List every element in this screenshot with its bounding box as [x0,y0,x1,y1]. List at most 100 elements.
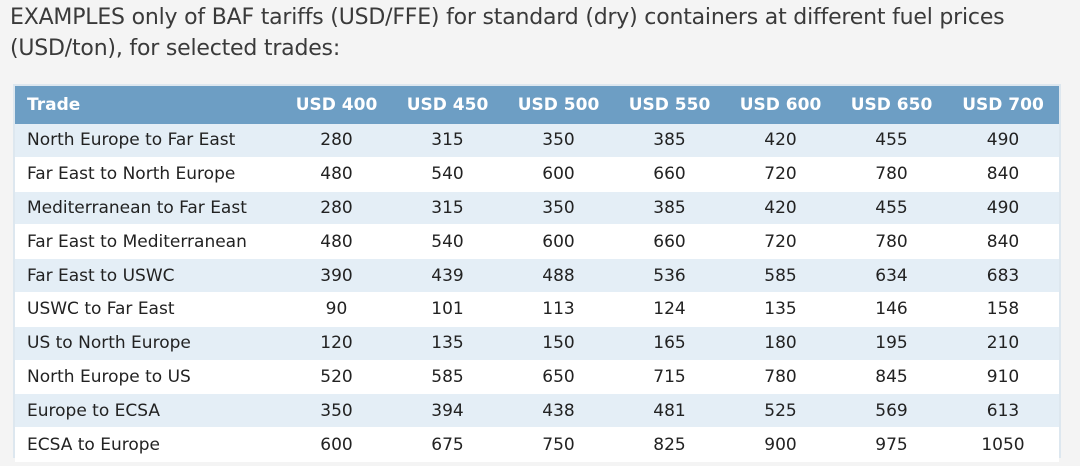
tariff-value-cell: 520 [281,360,392,395]
tariff-value-cell: 600 [503,224,614,260]
tariff-value-cell: 490 [947,191,1059,226]
tariff-value-cell: 569 [836,393,947,429]
column-header-usd-650: USD 650 [836,86,947,124]
tariff-value-cell: 750 [503,427,614,462]
table-row: Europe to ECSA 350 394 438 481 525 569 613 [15,393,1059,429]
tariff-value-cell: 113 [503,292,614,327]
tariff-value-cell: 660 [614,224,725,260]
tariff-value-cell: 780 [836,224,947,260]
tariff-value-cell: 180 [725,326,836,361]
tariff-value-cell: 210 [947,326,1059,361]
table-row: US to North Europe 120 135 150 165 180 195 210 [15,326,1059,361]
column-header-usd-400: USD 400 [281,86,392,124]
tariff-value-cell: 675 [392,427,503,462]
tariff-value-cell: 146 [836,292,947,327]
tariff-value-cell: 394 [392,393,503,429]
table-header: Trade USD 400 USD 450 USD 500 USD 550 US… [15,86,1059,124]
tariff-value-cell: 124 [614,292,725,327]
tariff-value-cell: 488 [503,258,614,293]
tariff-value-cell: 490 [947,124,1059,158]
tariff-value-cell: 280 [281,124,392,158]
tariff-value-cell: 439 [392,258,503,293]
column-header-usd-450: USD 450 [392,86,503,124]
tariff-value-cell: 600 [281,427,392,462]
tariff-value-cell: 350 [281,393,392,429]
tariff-value-cell: 438 [503,393,614,429]
trade-name-cell: Europe to ECSA [15,393,281,429]
tariff-value-cell: 634 [836,258,947,293]
tariff-value-cell: 600 [503,157,614,192]
tariff-value-cell: 315 [392,191,503,226]
tariff-value-cell: 350 [503,191,614,226]
trade-name-cell: Far East to USWC [15,258,281,293]
column-header-trade: Trade [15,86,281,124]
tariff-value-cell: 150 [503,326,614,361]
tariff-value-cell: 455 [836,191,947,226]
tariff-value-cell: 420 [725,124,836,158]
tariff-value-cell: 720 [725,157,836,192]
tariff-value-cell: 315 [392,124,503,158]
trade-name-cell: Far East to Mediterranean [15,224,281,260]
tariff-value-cell: 540 [392,224,503,260]
table-row: ECSA to Europe 600 675 750 825 900 975 1050 [15,427,1059,462]
tariff-value-cell: 195 [836,326,947,361]
tariff-value-cell: 350 [503,124,614,158]
table-row: Far East to Mediterranean 480 540 600 660 720… [15,224,1059,260]
trade-name-cell: Far East to North Europe [15,157,281,192]
tariff-value-cell: 840 [947,157,1059,192]
table-row: North Europe to US 520 585 650 715 780 845 910 [15,360,1059,395]
table-body: North Europe to Far East 280 315 350 385 420 4… [15,124,1059,462]
column-header-usd-600: USD 600 [725,86,836,124]
trade-name-cell: US to North Europe [15,326,281,361]
tariff-value-cell: 525 [725,393,836,429]
tariff-value-cell: 420 [725,191,836,226]
baf-tariff-table: Trade USD 400 USD 450 USD 500 USD 550 US… [15,86,1059,462]
trade-name-cell: Mediterranean to Far East [15,191,281,226]
trade-name-cell: ECSA to Europe [15,427,281,462]
tariff-value-cell: 780 [725,360,836,395]
tariff-value-cell: 840 [947,224,1059,260]
tariff-value-cell: 910 [947,360,1059,395]
tariff-value-cell: 975 [836,427,947,462]
tariff-value-cell: 540 [392,157,503,192]
tariff-value-cell: 158 [947,292,1059,327]
tariff-value-cell: 480 [281,224,392,260]
tariff-value-cell: 385 [614,191,725,226]
tariff-value-cell: 455 [836,124,947,158]
tariff-value-cell: 825 [614,427,725,462]
tariff-value-cell: 390 [281,258,392,293]
table-row: Mediterranean to Far East 280 315 350 385 420… [15,191,1059,226]
tariff-value-cell: 480 [281,157,392,192]
tariff-value-cell: 1050 [947,427,1059,462]
tariff-value-cell: 683 [947,258,1059,293]
column-header-usd-550: USD 550 [614,86,725,124]
table-row: Far East to USWC 390 439 488 536 585 634 683 [15,258,1059,293]
trade-name-cell: USWC to Far East [15,292,281,327]
column-header-usd-700: USD 700 [947,86,1059,124]
tariff-value-cell: 585 [392,360,503,395]
tariff-value-cell: 135 [392,326,503,361]
tariff-value-cell: 720 [725,224,836,260]
table-row: Far East to North Europe 480 540 600 660 720 7… [15,157,1059,192]
header-row: Trade USD 400 USD 450 USD 500 USD 550 US… [15,86,1059,124]
baf-tariff-table-frame: Trade USD 400 USD 450 USD 500 USD 550 US… [13,84,1061,462]
tariff-value-cell: 90 [281,292,392,327]
tariff-value-cell: 385 [614,124,725,158]
tariff-value-cell: 481 [614,393,725,429]
table-row: USWC to Far East 90 101 113 124 135 146 158 [15,292,1059,327]
tariff-value-cell: 280 [281,191,392,226]
tariff-value-cell: 165 [614,326,725,361]
column-header-usd-500: USD 500 [503,86,614,124]
trade-name-cell: North Europe to US [15,360,281,395]
tariff-value-cell: 780 [836,157,947,192]
tariff-value-cell: 650 [503,360,614,395]
table-row: North Europe to Far East 280 315 350 385 420 4… [15,124,1059,158]
tariff-value-cell: 660 [614,157,725,192]
tariff-value-cell: 613 [947,393,1059,429]
tariff-value-cell: 536 [614,258,725,293]
table-caption: EXAMPLES only of BAF tariffs (USD/FFE) f… [10,5,1005,61]
tariff-value-cell: 120 [281,326,392,361]
tariff-value-cell: 845 [836,360,947,395]
tariff-value-cell: 900 [725,427,836,462]
tariff-value-cell: 585 [725,258,836,293]
